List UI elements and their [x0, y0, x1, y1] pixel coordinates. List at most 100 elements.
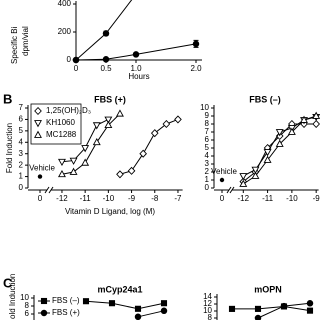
marker — [312, 119, 320, 129]
x-tick-label: 0 — [38, 194, 43, 203]
marker — [251, 166, 260, 174]
y-tick-label: 12 — [203, 299, 212, 308]
y-tick-label: 1 — [19, 172, 24, 181]
axis-break — [226, 186, 232, 194]
y-tick-label: 8 — [25, 301, 30, 310]
marker — [102, 56, 110, 63]
marker — [300, 115, 308, 123]
x-tick-label: -11 — [262, 194, 274, 203]
chart-title: FBS (+) — [94, 94, 126, 104]
series-line — [137, 310, 165, 318]
legend-label: FBS (+) — [52, 308, 80, 317]
vehicle-point — [37, 174, 43, 179]
y-axis-label: Specific Bi — [10, 26, 19, 64]
marker — [127, 166, 136, 175]
series-line — [232, 305, 311, 312]
marker — [306, 307, 314, 314]
y-tick-label: 5 — [205, 143, 210, 152]
y-tick-label: 4 — [19, 137, 24, 146]
series-line — [75, 0, 133, 61]
y-tick-label: 1 — [205, 175, 210, 184]
legend-label: 1,25(OH)₂D₃ — [46, 106, 91, 115]
x-tick-label: 1.0 — [130, 64, 142, 73]
marker — [174, 115, 182, 124]
y-axis-label: Fold Induction — [5, 123, 14, 173]
marker — [81, 145, 90, 153]
chart-title: mCyp24a1 — [97, 284, 142, 294]
y-tick-label: 0 — [67, 55, 72, 64]
y-tick-label: 3 — [19, 149, 24, 158]
axis-break — [44, 186, 50, 194]
legend-marker — [40, 297, 48, 305]
y-tick-label: 200 — [58, 27, 72, 36]
y-tick-label: 8 — [208, 313, 213, 320]
marker — [306, 300, 314, 307]
marker — [275, 129, 284, 137]
marker — [69, 157, 78, 165]
x-tick-label: -12 — [56, 194, 68, 203]
marker — [251, 171, 260, 179]
marker — [239, 173, 248, 181]
x-tick-label: -12 — [238, 194, 250, 203]
y-tick-label: 7 — [19, 103, 24, 112]
x-tick-label: -10 — [286, 194, 298, 203]
axis-break — [48, 186, 54, 194]
x-tick-label: 0 — [220, 194, 225, 203]
marker — [139, 149, 147, 158]
x-tick-label: -11 — [80, 194, 92, 203]
legend-marker — [40, 309, 48, 317]
vehicle-point — [219, 177, 225, 183]
legend-label: KH1060 — [46, 118, 75, 127]
y-tick-label: 10 — [203, 306, 212, 315]
y-tick-label: 8 — [205, 119, 210, 128]
y-tick-label: 2 — [205, 167, 210, 176]
marker — [160, 307, 168, 315]
marker — [57, 158, 66, 167]
x-axis-label: Hours — [128, 72, 149, 81]
marker — [115, 109, 124, 117]
marker — [150, 129, 159, 138]
x-tick-label: 2.0 — [190, 64, 202, 73]
marker — [102, 30, 110, 37]
y-tick-label: 0 — [205, 183, 210, 192]
marker — [108, 300, 116, 307]
legend-marker — [34, 106, 42, 116]
y-tick-label: 3 — [205, 159, 210, 168]
marker — [280, 302, 288, 310]
series-line — [85, 300, 165, 310]
panel-label: C — [3, 275, 13, 290]
chart-title: FBS (–) — [249, 94, 281, 104]
marker — [69, 167, 78, 175]
x-tick-label: -10 — [103, 194, 115, 203]
legend-label: MC1288 — [46, 130, 77, 139]
marker — [162, 119, 171, 129]
marker — [82, 298, 90, 305]
marker — [254, 314, 262, 320]
marker — [275, 139, 284, 147]
marker — [81, 158, 90, 166]
marker — [72, 56, 80, 64]
x-axis-label: Vitamin D Ligand, log (M) — [65, 207, 155, 216]
panel-label: B — [3, 91, 12, 106]
x-tick-label: -9 — [313, 194, 320, 203]
marker — [92, 137, 101, 146]
marker — [254, 305, 262, 312]
marker — [134, 305, 142, 312]
marker — [57, 169, 66, 178]
y-tick-label: 6 — [205, 135, 210, 144]
y-tick-label: 0 — [19, 183, 24, 192]
y-tick-label: 6 — [25, 309, 30, 318]
chart-title: mOPN — [254, 284, 282, 294]
y-tick-label: 2 — [19, 160, 24, 169]
axis-break — [229, 186, 235, 194]
legend-marker — [34, 130, 42, 138]
x-tick-label: -7 — [174, 194, 182, 203]
y-axis-label: old Induction — [8, 274, 17, 319]
marker — [104, 120, 113, 128]
marker — [263, 155, 272, 163]
marker — [192, 40, 200, 48]
y-tick-label: 400 — [58, 0, 72, 8]
y-tick-label: 9 — [205, 111, 210, 120]
marker — [160, 300, 168, 307]
